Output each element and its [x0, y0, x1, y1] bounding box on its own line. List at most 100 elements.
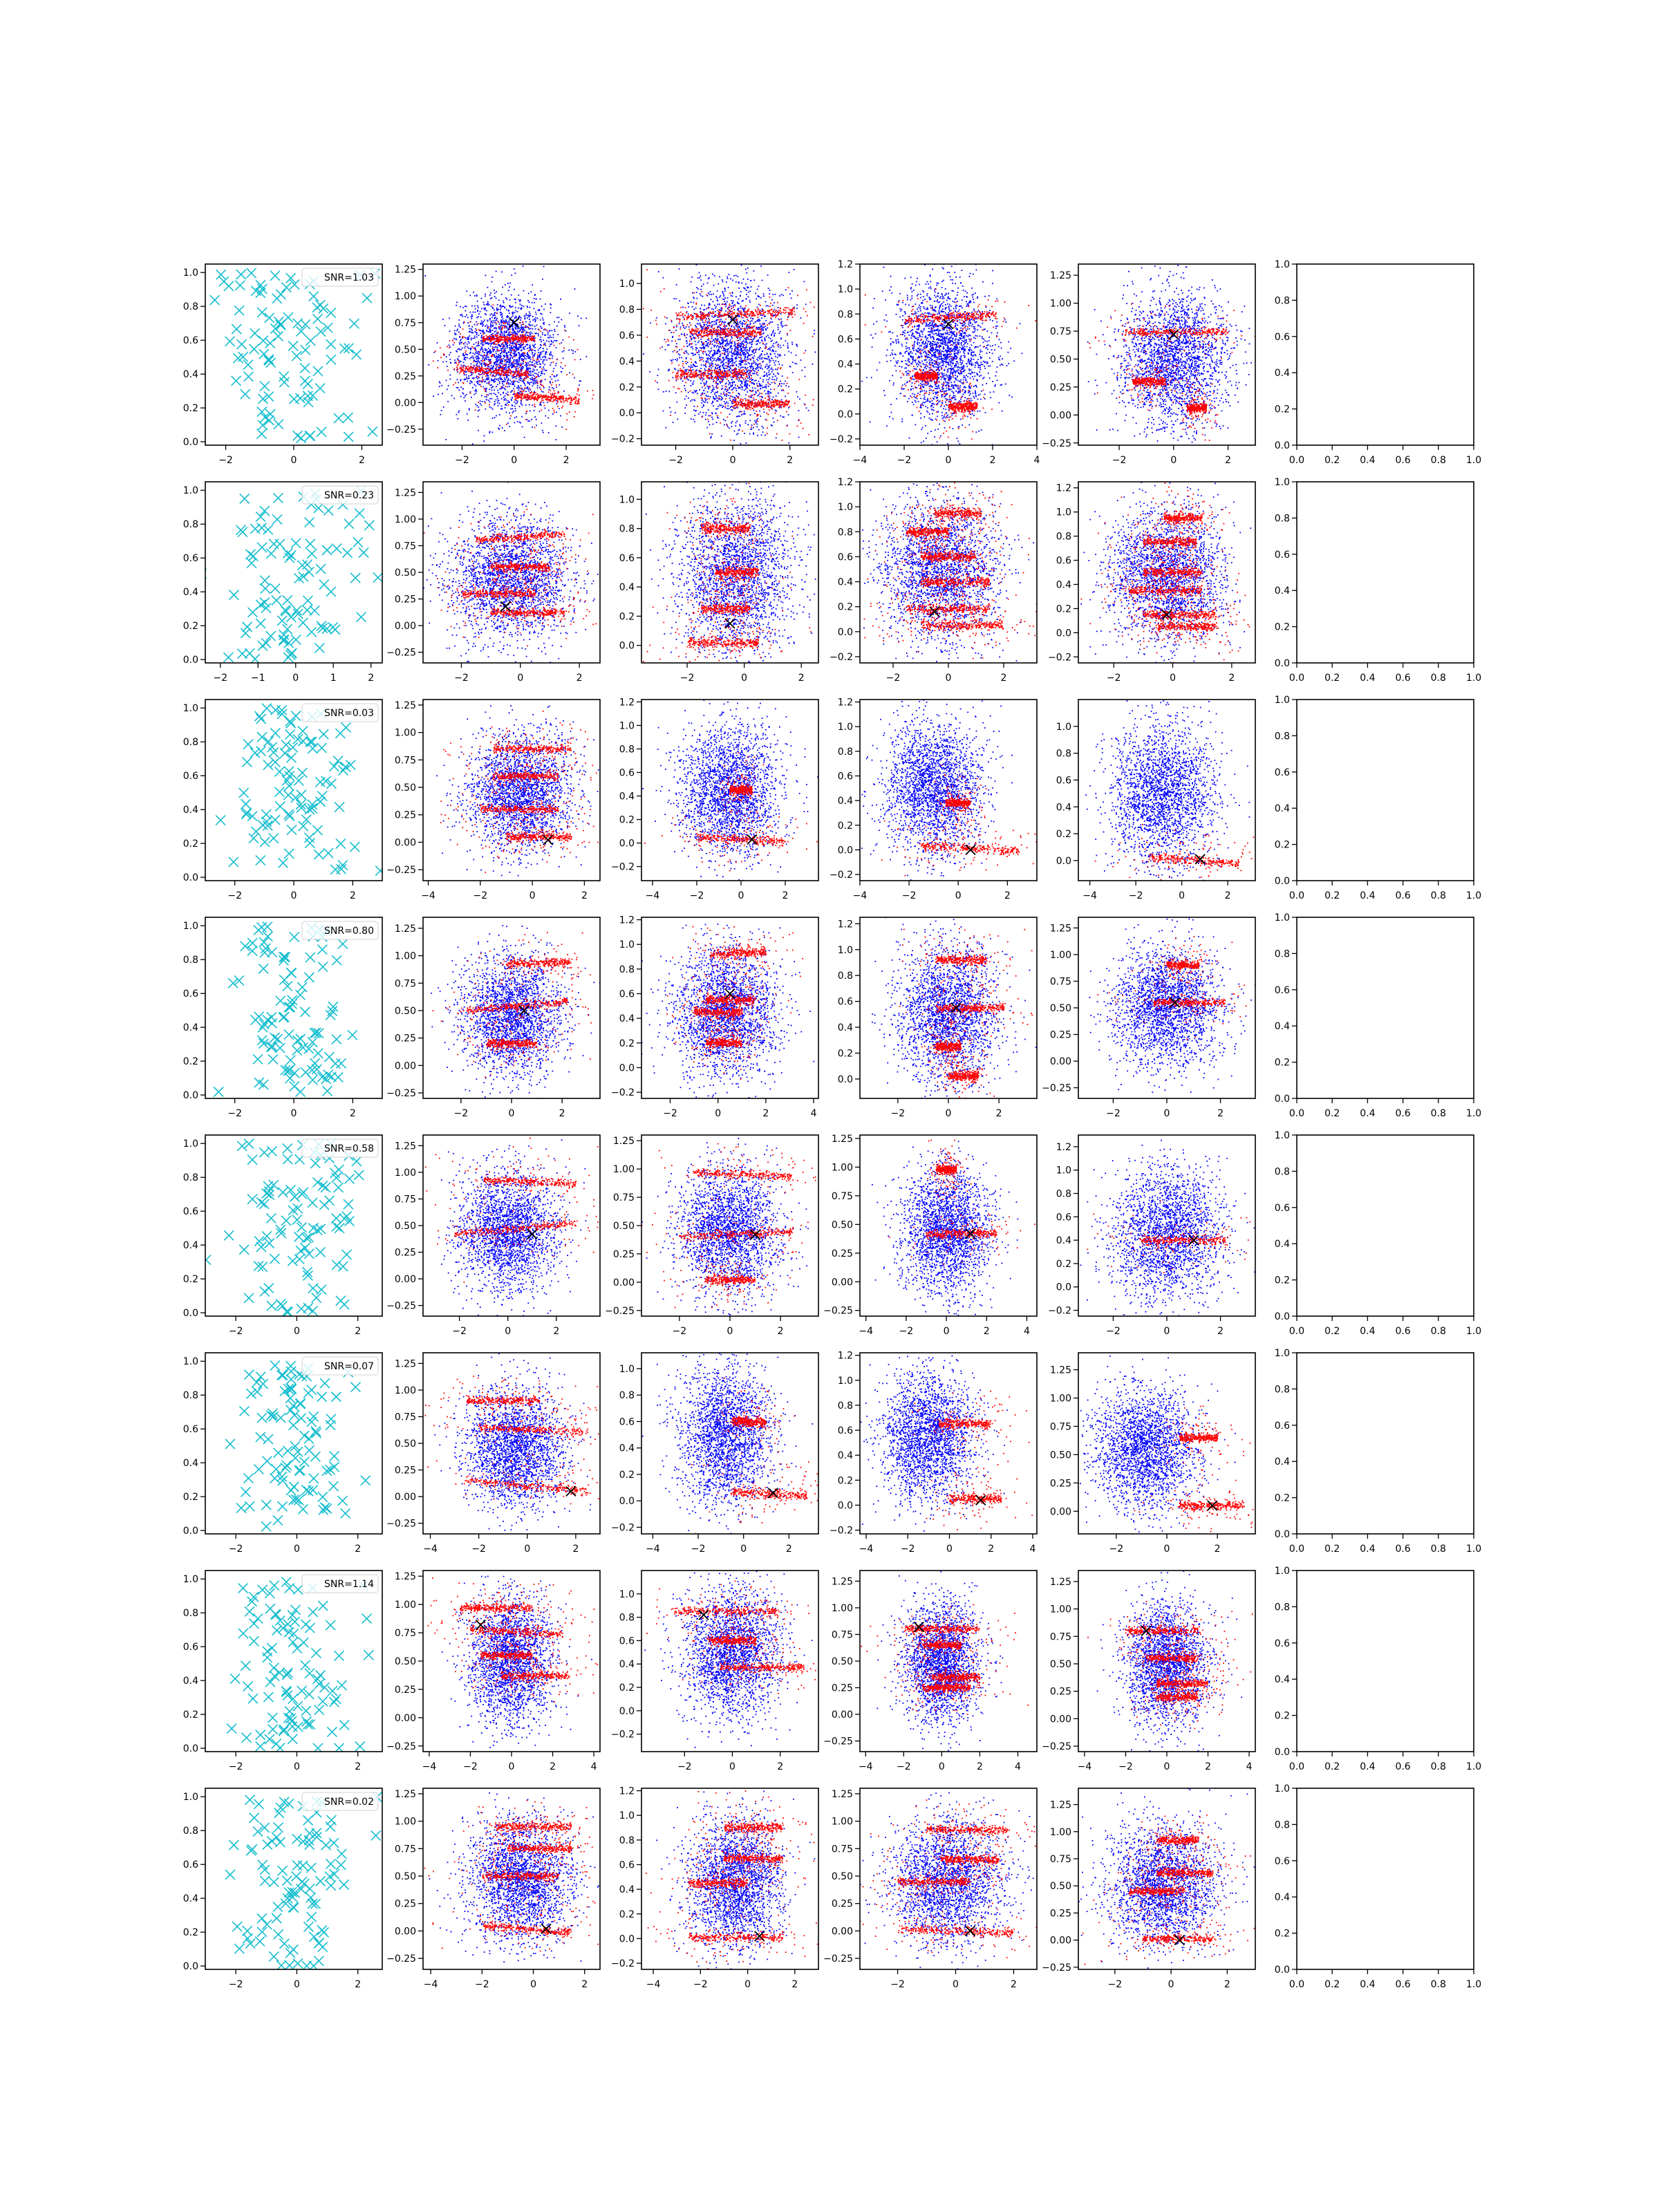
overlay-point [508, 395, 509, 396]
overlay-point [468, 368, 469, 370]
input-point [344, 432, 353, 442]
background-point [666, 317, 668, 319]
background-point [657, 382, 658, 384]
background-point [720, 351, 721, 353]
overlay-point [578, 399, 579, 400]
background-point [788, 386, 789, 387]
overlay-point [528, 398, 529, 400]
background-point [518, 348, 519, 349]
background-point [513, 353, 514, 354]
overlay-point [575, 398, 577, 400]
background-point [480, 311, 481, 312]
background-point [536, 369, 538, 371]
background-point [762, 308, 763, 310]
background-point [440, 414, 441, 415]
background-point [727, 426, 729, 427]
overlay-point [523, 344, 525, 345]
background-point [516, 402, 518, 404]
background-point [549, 337, 550, 339]
background-point [516, 400, 517, 402]
background-point [684, 413, 686, 414]
background-point [758, 285, 760, 287]
background-point [549, 324, 550, 326]
background-point [717, 345, 718, 346]
background-point [524, 318, 525, 319]
background-point [724, 290, 726, 292]
background-point [471, 316, 473, 317]
overlay-point [501, 372, 503, 373]
background-point [724, 340, 726, 341]
background-point [725, 377, 727, 379]
background-point [532, 379, 533, 380]
overlay-point [559, 398, 560, 400]
background-point [757, 328, 758, 330]
background-point [746, 382, 747, 383]
background-point [488, 370, 489, 371]
background-point [528, 374, 529, 375]
background-point [693, 309, 695, 310]
input-point [301, 345, 310, 355]
background-point [715, 368, 716, 369]
background-point [514, 363, 516, 364]
background-point [505, 393, 507, 395]
background-point [499, 403, 500, 404]
overlay-point [483, 340, 485, 341]
background-point [524, 355, 525, 357]
background-point [525, 333, 527, 335]
background-point [701, 304, 702, 306]
background-point [529, 378, 531, 379]
background-point [485, 326, 486, 327]
background-point [708, 362, 709, 363]
background-point [529, 411, 531, 412]
background-point [757, 375, 758, 376]
background-point [751, 344, 752, 346]
background-point [523, 265, 524, 267]
background-point [458, 389, 460, 391]
background-point [520, 422, 521, 424]
overlay-point [527, 399, 528, 400]
background-point [529, 358, 530, 359]
background-point [545, 351, 547, 353]
background-point [500, 394, 501, 395]
overlay-point [496, 338, 497, 339]
overlay-point [534, 335, 535, 337]
background-point [732, 359, 733, 360]
overlay-point [524, 353, 525, 354]
overlay-point [529, 388, 530, 389]
overlay-point [535, 394, 536, 395]
overlay-point [505, 386, 506, 387]
background-point [720, 366, 721, 367]
background-point [764, 237, 765, 238]
background-point [497, 390, 498, 391]
background-point [469, 312, 471, 313]
background-point [715, 315, 717, 317]
background-point [747, 288, 749, 289]
background-point [545, 357, 546, 359]
input-point [232, 376, 241, 386]
overlay-point [563, 400, 564, 401]
input-point [257, 429, 267, 439]
background-point [527, 382, 529, 384]
background-point [572, 350, 574, 352]
background-point [556, 347, 557, 348]
background-point [482, 350, 484, 351]
background-point [483, 357, 485, 359]
background-point [458, 319, 460, 321]
background-point [745, 339, 747, 341]
background-point [529, 316, 530, 317]
background-point [460, 361, 462, 362]
background-point [712, 418, 713, 420]
background-point [465, 306, 466, 307]
background-point [572, 353, 574, 354]
background-point [469, 342, 470, 344]
background-point [729, 362, 731, 363]
background-point [758, 364, 760, 365]
overlay-point [521, 369, 523, 371]
background-point [765, 386, 767, 387]
background-point [533, 308, 534, 309]
background-point [723, 295, 724, 297]
background-point [499, 377, 500, 378]
background-point [507, 400, 509, 402]
background-point [507, 402, 508, 404]
background-point [490, 326, 491, 328]
